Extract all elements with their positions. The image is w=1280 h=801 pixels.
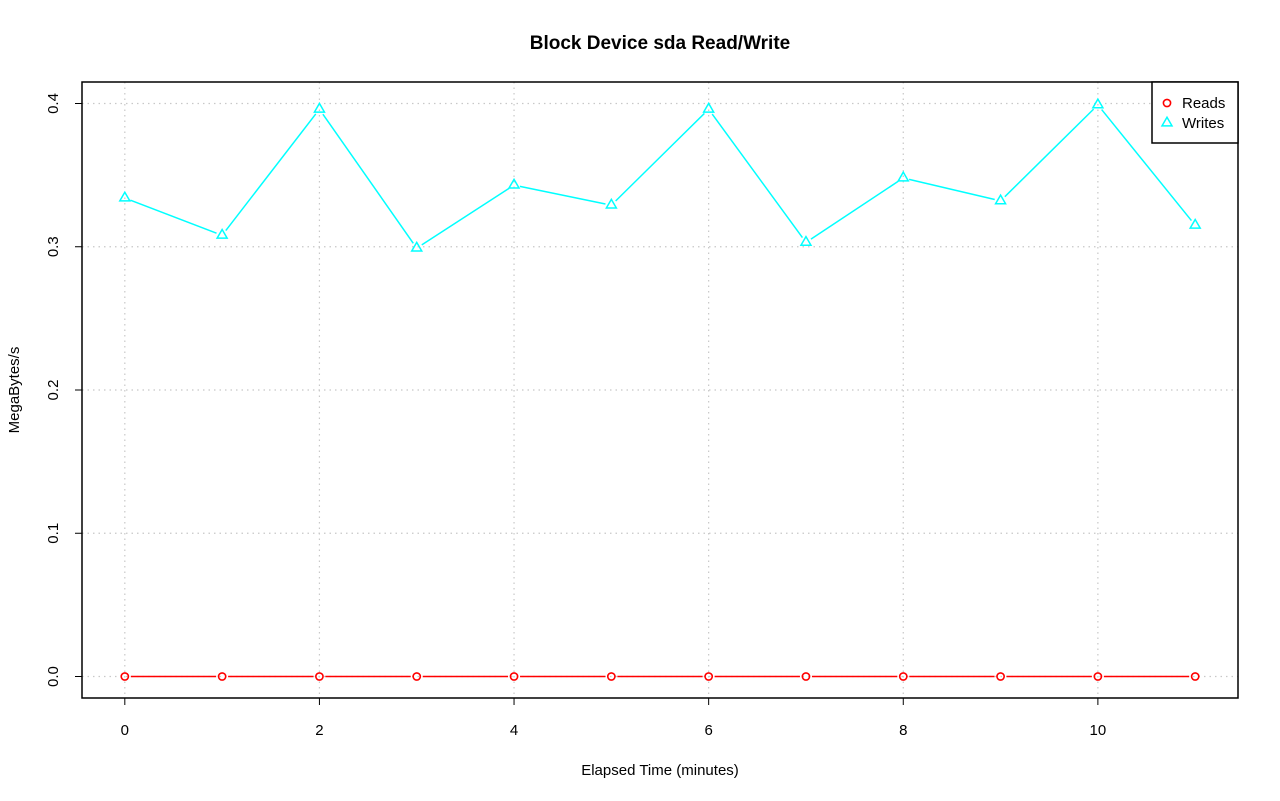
writes-point xyxy=(896,170,910,182)
reads-point xyxy=(1093,672,1103,681)
writes-point xyxy=(410,240,424,252)
chart-title: Block Device sda Read/Write xyxy=(530,33,790,54)
writes-point xyxy=(215,227,229,239)
writes-point xyxy=(605,197,618,209)
legend: Reads Writes xyxy=(1151,81,1239,144)
writes-line-segment xyxy=(711,113,804,239)
x-tick-label: 4 xyxy=(510,722,518,739)
writes-line-segment xyxy=(615,112,705,202)
reads-point xyxy=(704,672,714,681)
writes-line-segment xyxy=(810,180,899,240)
legend-writes-marker xyxy=(1160,115,1174,127)
writes-line-segment xyxy=(322,113,414,244)
reads-point xyxy=(996,672,1005,681)
x-axis-label: Elapsed Time (minutes) xyxy=(581,762,739,779)
legend-reads-label: Reads xyxy=(1182,95,1225,112)
y-tick-label: 0.1 xyxy=(45,523,62,544)
series-lines xyxy=(130,108,1192,678)
writes-line-segment xyxy=(908,178,995,201)
legend-writes-label: Writes xyxy=(1182,115,1224,132)
y-tick-label: 0.0 xyxy=(45,666,62,687)
reads-point xyxy=(509,672,519,681)
reads-point xyxy=(898,672,908,681)
reads-point xyxy=(315,672,324,681)
y-tick-label: 0.4 xyxy=(45,93,62,114)
y-tick-label: 0.2 xyxy=(45,380,62,401)
y-axis: 0.0 0.1 0.2 0.3 0.4 xyxy=(45,93,82,687)
x-tick-label: 2 xyxy=(315,722,323,739)
reads-point xyxy=(1190,672,1200,681)
writes-line-segment xyxy=(421,187,510,246)
reads-point xyxy=(606,672,616,681)
x-tick-label: 6 xyxy=(704,722,712,739)
reads-point xyxy=(217,672,227,681)
grid-lines xyxy=(82,82,1238,698)
reads-point xyxy=(120,672,130,681)
writes-line-segment xyxy=(1101,109,1192,222)
x-tick-label: 10 xyxy=(1090,722,1107,739)
writes-line-segment xyxy=(130,199,217,234)
x-tick-label: 8 xyxy=(899,722,907,739)
y-tick-label: 0.3 xyxy=(45,236,62,257)
x-axis: 0 2 4 6 8 10 xyxy=(121,698,1107,739)
series-markers xyxy=(118,97,1202,681)
writes-point xyxy=(994,193,1007,205)
writes-line-segment xyxy=(1004,108,1095,198)
writes-point xyxy=(313,101,326,113)
writes-point xyxy=(1188,217,1202,229)
writes-point xyxy=(799,235,813,247)
writes-point xyxy=(507,177,521,189)
legend-box xyxy=(1151,81,1239,144)
x-tick-label: 0 xyxy=(121,722,129,739)
writes-point xyxy=(118,190,132,202)
y-axis-label: MegaBytes/s xyxy=(6,347,23,434)
reads-point xyxy=(801,672,811,681)
writes-point xyxy=(1091,97,1105,109)
reads-point xyxy=(412,672,422,681)
writes-line-segment xyxy=(519,185,606,205)
writes-point xyxy=(702,101,715,113)
legend-reads-marker xyxy=(1162,98,1172,108)
writes-line-segment xyxy=(225,113,317,231)
